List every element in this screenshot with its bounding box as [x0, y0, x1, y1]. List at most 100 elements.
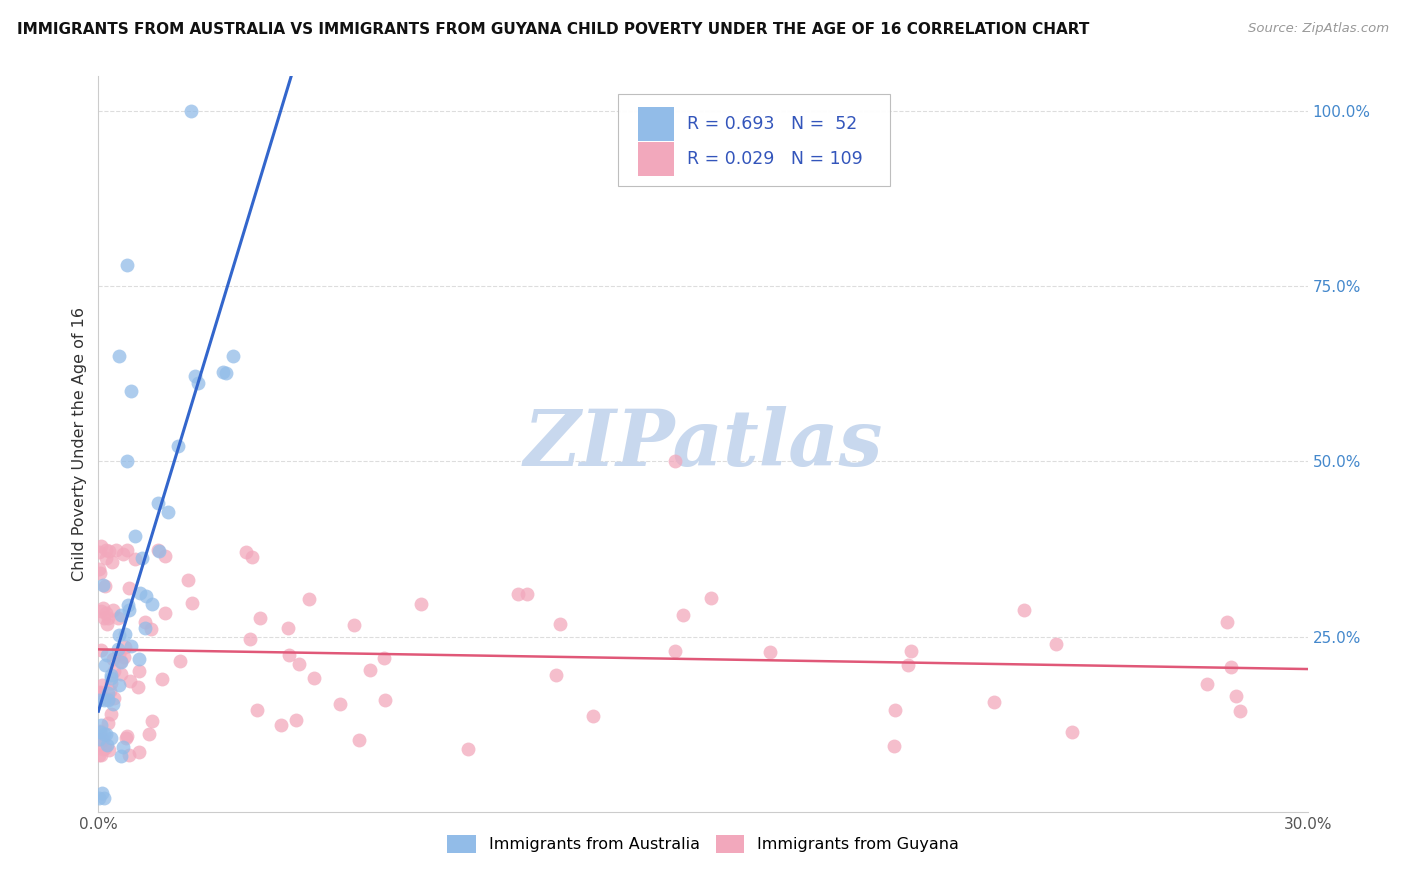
Point: [89, 566, 111, 581]
Point: [134, 621, 156, 635]
Point: [544, 668, 567, 682]
Point: [108, 647, 131, 661]
Point: [187, 376, 209, 391]
Point: [101, 603, 124, 617]
Point: [96, 617, 118, 632]
Point: [94, 726, 117, 740]
Point: [118, 581, 141, 595]
Point: [277, 621, 299, 635]
Point: [93, 727, 115, 741]
Point: [548, 617, 571, 632]
Point: [114, 731, 136, 746]
Point: [90, 786, 112, 800]
Point: [90, 690, 112, 705]
Point: [97, 742, 120, 756]
Point: [93, 693, 115, 707]
Text: ZIPatlas: ZIPatlas: [523, 406, 883, 482]
Point: [359, 663, 381, 677]
Point: [117, 598, 139, 612]
Point: [146, 543, 169, 558]
Point: [138, 727, 160, 741]
Point: [110, 666, 132, 681]
Point: [90, 604, 112, 618]
Point: [153, 549, 176, 564]
Point: [146, 496, 169, 510]
Point: [128, 664, 150, 678]
Point: [1220, 660, 1243, 674]
Point: [672, 608, 695, 623]
Point: [87, 686, 110, 700]
Point: [329, 697, 352, 711]
Point: [124, 529, 146, 543]
Point: [582, 709, 605, 723]
Point: [87, 748, 110, 763]
Point: [90, 678, 112, 692]
Point: [148, 544, 170, 558]
Point: [284, 713, 307, 727]
Point: [1197, 677, 1219, 691]
Point: [288, 657, 311, 671]
Point: [141, 598, 163, 612]
Point: [90, 732, 112, 747]
Point: [96, 738, 118, 752]
Point: [150, 672, 173, 686]
Point: [131, 550, 153, 565]
Point: [114, 640, 136, 655]
Point: [118, 748, 141, 763]
Point: [90, 718, 112, 732]
Point: [298, 591, 321, 606]
Point: [100, 676, 122, 690]
Point: [177, 574, 200, 588]
Point: [343, 618, 366, 632]
FancyBboxPatch shape: [619, 95, 890, 186]
Point: [96, 543, 118, 558]
Point: [90, 748, 112, 763]
Point: [127, 681, 149, 695]
Point: [240, 550, 263, 565]
Point: [134, 589, 156, 603]
Point: [100, 672, 122, 686]
Point: [91, 578, 114, 592]
Point: [516, 587, 538, 601]
Point: [89, 724, 111, 739]
Point: [166, 439, 188, 453]
Point: [93, 611, 115, 625]
Point: [98, 683, 121, 698]
Point: [120, 639, 142, 653]
Point: [139, 622, 162, 636]
Point: [101, 697, 124, 711]
Point: [215, 367, 238, 381]
Point: [270, 718, 292, 732]
Text: R = 0.693   N =  52: R = 0.693 N = 52: [688, 115, 858, 134]
Point: [96, 692, 118, 706]
Point: [107, 349, 129, 363]
Point: [169, 654, 191, 668]
Point: [94, 551, 117, 566]
Point: [115, 730, 138, 744]
Point: [235, 545, 257, 559]
Point: [120, 673, 142, 688]
Point: [97, 691, 120, 706]
Point: [1229, 704, 1251, 718]
Point: [246, 703, 269, 717]
Point: [153, 606, 176, 620]
Point: [101, 652, 124, 666]
Point: [124, 551, 146, 566]
Point: [101, 556, 124, 570]
Point: [506, 587, 529, 601]
Point: [118, 602, 141, 616]
Point: [129, 586, 152, 600]
Point: [91, 600, 114, 615]
Point: [89, 790, 111, 805]
Point: [141, 714, 163, 728]
Point: [157, 505, 180, 519]
Point: [111, 547, 134, 561]
Point: [374, 692, 396, 706]
Point: [212, 365, 235, 379]
Point: [900, 644, 922, 658]
Point: [115, 258, 138, 272]
Point: [89, 725, 111, 739]
Point: [98, 544, 121, 558]
Point: [96, 648, 118, 662]
Point: [1062, 724, 1084, 739]
